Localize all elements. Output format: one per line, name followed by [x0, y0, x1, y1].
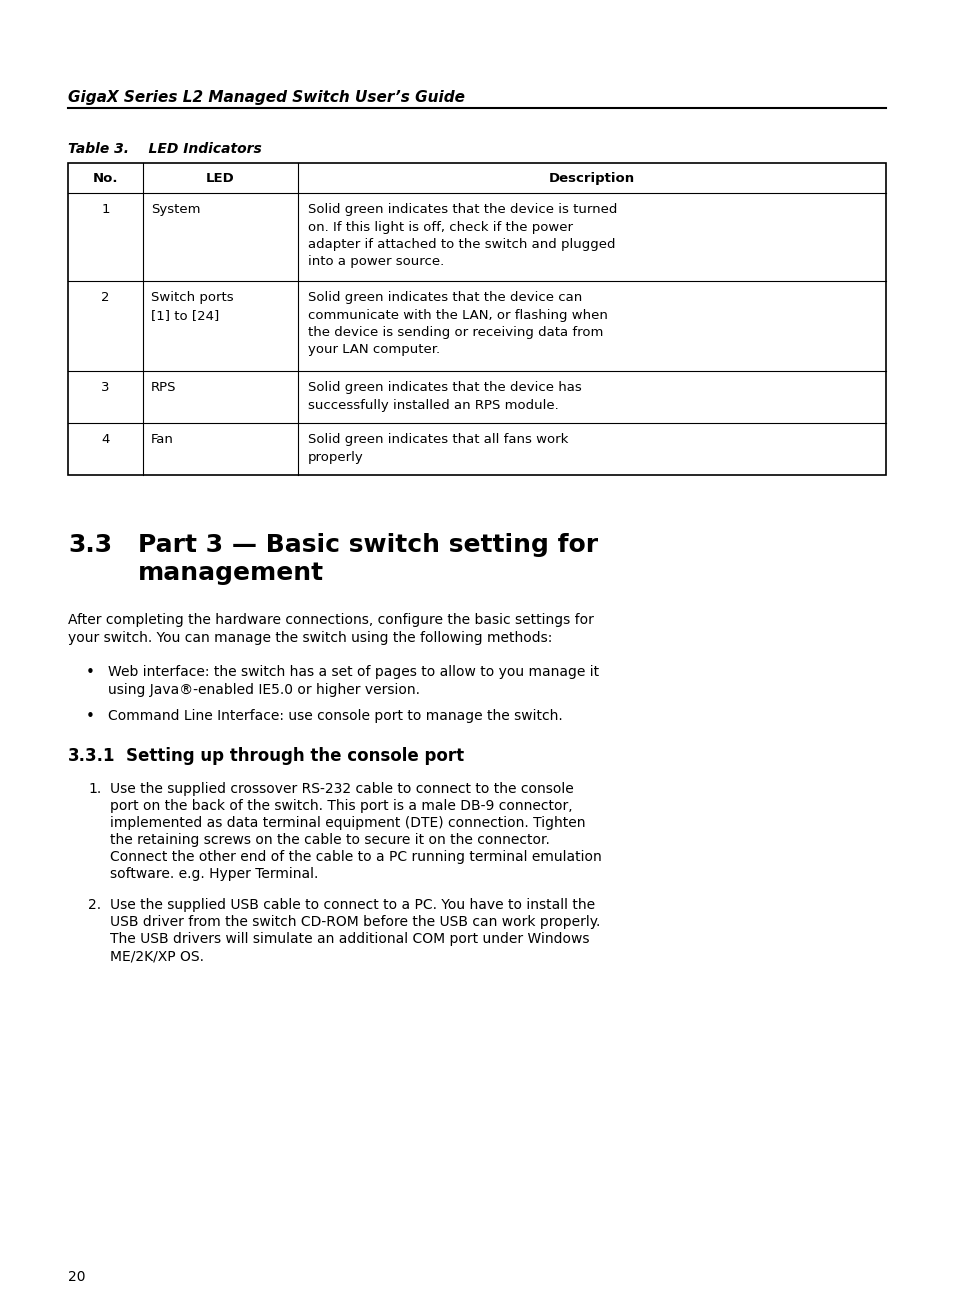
Text: 2: 2 [101, 291, 110, 305]
Text: Description: Description [548, 173, 635, 186]
Text: System: System [151, 203, 200, 216]
Text: Use the supplied USB cable to connect to a PC. You have to install the: Use the supplied USB cable to connect to… [110, 898, 595, 912]
Text: •: • [86, 665, 94, 680]
Text: Web interface: the switch has a set of pages to allow to you manage it: Web interface: the switch has a set of p… [108, 665, 598, 680]
Text: port on the back of the switch. This port is a male DB-9 connector,: port on the back of the switch. This por… [110, 799, 572, 813]
Text: 3: 3 [101, 382, 110, 393]
Text: •: • [86, 708, 94, 724]
Text: RPS: RPS [151, 382, 176, 393]
Text: 1.: 1. [88, 782, 101, 796]
Text: Table 3.    LED Indicators: Table 3. LED Indicators [68, 142, 261, 156]
Text: management: management [138, 561, 324, 586]
Text: Connect the other end of the cable to a PC running terminal emulation: Connect the other end of the cable to a … [110, 850, 601, 864]
Text: USB driver from the switch CD-ROM before the USB can work properly.: USB driver from the switch CD-ROM before… [110, 915, 599, 929]
Text: your switch. You can manage the switch using the following methods:: your switch. You can manage the switch u… [68, 631, 552, 644]
Text: Use the supplied crossover RS-232 cable to connect to the console: Use the supplied crossover RS-232 cable … [110, 782, 573, 796]
Text: LED: LED [206, 173, 234, 186]
Text: Part 3 — Basic switch setting for: Part 3 — Basic switch setting for [138, 533, 598, 557]
Text: 1: 1 [101, 203, 110, 216]
Text: Solid green indicates that the device can
communicate with the LAN, or flashing : Solid green indicates that the device ca… [308, 291, 607, 357]
Text: software. e.g. Hyper Terminal.: software. e.g. Hyper Terminal. [110, 867, 318, 881]
Text: Solid green indicates that the device has
successfully installed an RPS module.: Solid green indicates that the device ha… [308, 382, 581, 412]
Text: Switch ports
[1] to [24]: Switch ports [1] to [24] [151, 291, 233, 322]
Text: Setting up through the console port: Setting up through the console port [126, 748, 464, 765]
Text: GigaX Series L2 Managed Switch User’s Guide: GigaX Series L2 Managed Switch User’s Gu… [68, 90, 464, 105]
Text: After completing the hardware connections, configure the basic settings for: After completing the hardware connection… [68, 613, 594, 627]
Text: using Java®-enabled IE5.0 or higher version.: using Java®-enabled IE5.0 or higher vers… [108, 684, 419, 697]
Text: 2.: 2. [88, 898, 101, 912]
Text: The USB drivers will simulate an additional COM port under Windows: The USB drivers will simulate an additio… [110, 932, 589, 946]
Text: 20: 20 [68, 1270, 86, 1283]
Text: Solid green indicates that all fans work
properly: Solid green indicates that all fans work… [308, 433, 568, 464]
Text: ME/2K/XP OS.: ME/2K/XP OS. [110, 949, 204, 963]
Text: Fan: Fan [151, 433, 173, 446]
Text: Solid green indicates that the device is turned
on. If this light is off, check : Solid green indicates that the device is… [308, 203, 617, 268]
Bar [68, 163, 885, 474]
Text: 4: 4 [101, 433, 110, 446]
Text: 3.3: 3.3 [68, 533, 112, 557]
Text: 3.3.1: 3.3.1 [68, 748, 115, 765]
Text: the retaining screws on the cable to secure it on the connector.: the retaining screws on the cable to sec… [110, 833, 549, 847]
Text: implemented as data terminal equipment (DTE) connection. Tighten: implemented as data terminal equipment (… [110, 816, 585, 830]
Text: No.: No. [92, 173, 118, 186]
Text: Command Line Interface: use console port to manage the switch.: Command Line Interface: use console port… [108, 708, 562, 723]
